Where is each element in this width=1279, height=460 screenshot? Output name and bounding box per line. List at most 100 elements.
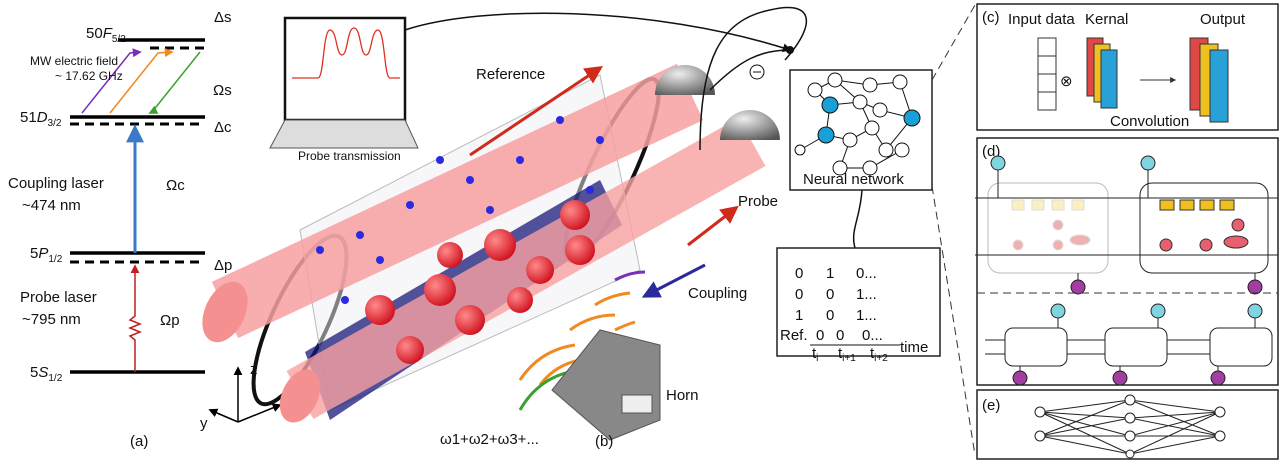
cell	[1005, 328, 1067, 366]
operator: ⊗	[1060, 73, 1073, 90]
atom	[365, 295, 395, 325]
atom	[406, 201, 414, 209]
node	[808, 83, 822, 97]
conv-label: Output	[1200, 11, 1246, 28]
level-n: 50	[86, 25, 103, 42]
detuning: Δp	[214, 257, 232, 274]
conv-label: Kernal	[1085, 11, 1128, 28]
op	[1224, 236, 1248, 248]
op	[1013, 240, 1023, 250]
gate	[1160, 200, 1174, 210]
node	[818, 127, 834, 143]
gate	[1052, 200, 1064, 210]
node	[1125, 395, 1135, 405]
panel-d	[977, 138, 1278, 385]
level-label: 51D3/2	[20, 109, 62, 129]
atom	[356, 231, 364, 239]
laser-wavelength: ~474 nm	[22, 197, 81, 214]
op	[1200, 239, 1212, 251]
atom	[596, 136, 604, 144]
output-node	[1248, 280, 1262, 294]
rabi: Ωc	[166, 177, 185, 194]
output-node	[1071, 280, 1085, 294]
caption: Probe transmission	[298, 149, 401, 163]
mirror	[720, 110, 780, 140]
atom	[565, 235, 595, 265]
node	[904, 110, 920, 126]
level-l: P	[38, 245, 48, 262]
ops	[1160, 219, 1248, 251]
keyboard	[270, 120, 418, 148]
laser-wavelength: ~795 nm	[22, 311, 81, 328]
cell: 1...	[856, 307, 877, 324]
panel-label: (b)	[595, 433, 613, 450]
cell: 0...	[856, 265, 877, 282]
dense-net	[1035, 395, 1225, 458]
cell	[1140, 183, 1268, 273]
atom	[424, 274, 456, 306]
node	[1126, 450, 1134, 458]
level-j: 1/2	[48, 373, 62, 384]
cell: 0	[816, 327, 824, 344]
input-node	[1151, 304, 1165, 318]
probe-arrow	[130, 266, 140, 372]
input-node	[1141, 156, 1155, 170]
atom	[586, 186, 594, 194]
level-j: 1/2	[48, 254, 62, 265]
node	[853, 95, 867, 109]
time-tick: ti+1	[838, 345, 856, 364]
node	[1035, 407, 1045, 417]
input-node	[1051, 304, 1065, 318]
level-n: 51	[20, 109, 37, 126]
op	[1070, 235, 1090, 245]
wire	[854, 190, 862, 248]
edges	[1040, 400, 1220, 454]
links	[985, 318, 1255, 372]
cell: 0	[836, 327, 844, 344]
cell: 0	[795, 286, 803, 303]
atom	[556, 116, 564, 124]
zoom-line	[932, 5, 975, 80]
node	[1125, 431, 1135, 441]
output-node	[1113, 371, 1127, 385]
atom	[341, 296, 349, 304]
level-j: 3/2	[48, 118, 62, 129]
atom	[316, 246, 324, 254]
rabi: Ωs	[213, 82, 232, 99]
atom	[560, 200, 590, 230]
level-label: 5S1/2	[30, 364, 63, 384]
output-node	[1013, 371, 1027, 385]
t-index: i+1	[842, 353, 856, 364]
figure: 50F5/2 51D3/2 5P1/2 5S1/2 Δs Δc Δp MW el…	[0, 0, 1279, 460]
level-label: 5P1/2	[30, 245, 63, 265]
cell: 0	[826, 286, 834, 303]
axis-label: y	[200, 415, 208, 432]
node	[1215, 407, 1225, 417]
level-l: S	[38, 364, 48, 381]
atom	[484, 229, 516, 261]
detuning: Δs	[214, 9, 232, 26]
energy-levels	[70, 40, 210, 372]
cell: 0	[795, 265, 803, 282]
node	[893, 75, 907, 89]
laser-label: Probe laser	[20, 289, 97, 306]
input-node	[1248, 304, 1262, 318]
atom	[526, 256, 554, 284]
wire	[405, 13, 790, 50]
frequencies: ω1+ω2+ω3+...	[440, 431, 539, 448]
node	[828, 73, 842, 87]
t-index: i+2	[874, 353, 888, 364]
beam-label: Coupling	[688, 285, 747, 302]
cell	[1105, 328, 1167, 366]
gate	[1012, 200, 1024, 210]
level-n: 5	[30, 245, 38, 262]
atom	[396, 336, 424, 364]
gate	[1072, 200, 1084, 210]
atom	[507, 287, 533, 313]
junction	[786, 46, 794, 54]
beam-label: Reference	[476, 66, 545, 83]
gates	[1160, 200, 1234, 210]
detuning: Δc	[214, 119, 232, 136]
atom	[376, 256, 384, 264]
probe-arrow	[688, 208, 736, 245]
